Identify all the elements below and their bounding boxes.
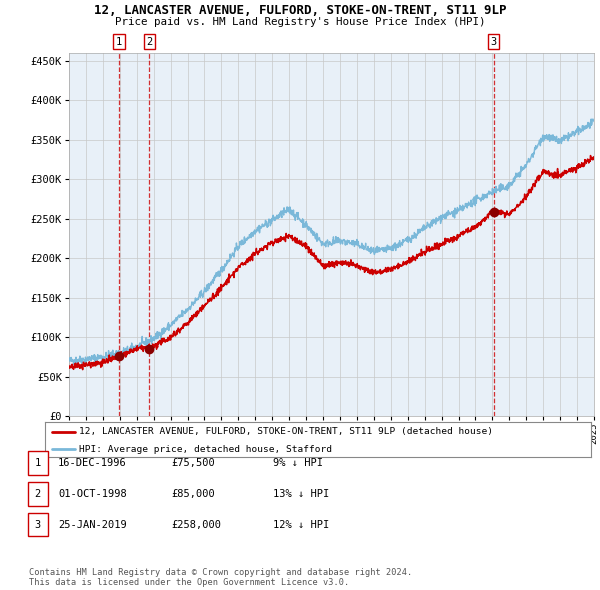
- Text: HPI: Average price, detached house, Stafford: HPI: Average price, detached house, Staf…: [79, 445, 332, 454]
- Text: 3: 3: [35, 520, 41, 529]
- Text: 25-JAN-2019: 25-JAN-2019: [58, 520, 127, 529]
- Text: 12% ↓ HPI: 12% ↓ HPI: [273, 520, 329, 529]
- Text: 12, LANCASTER AVENUE, FULFORD, STOKE-ON-TRENT, ST11 9LP (detached house): 12, LANCASTER AVENUE, FULFORD, STOKE-ON-…: [79, 427, 493, 436]
- Text: 1: 1: [35, 458, 41, 468]
- Text: £75,500: £75,500: [171, 458, 215, 468]
- Text: 1: 1: [116, 37, 122, 47]
- Text: 01-OCT-1998: 01-OCT-1998: [58, 489, 127, 499]
- Text: 16-DEC-1996: 16-DEC-1996: [58, 458, 127, 468]
- Text: 2: 2: [146, 37, 152, 47]
- Text: Price paid vs. HM Land Registry's House Price Index (HPI): Price paid vs. HM Land Registry's House …: [115, 17, 485, 27]
- Text: 2: 2: [35, 489, 41, 499]
- Text: £258,000: £258,000: [171, 520, 221, 529]
- Text: 3: 3: [490, 37, 497, 47]
- Text: £85,000: £85,000: [171, 489, 215, 499]
- Text: 13% ↓ HPI: 13% ↓ HPI: [273, 489, 329, 499]
- Text: Contains HM Land Registry data © Crown copyright and database right 2024.
This d: Contains HM Land Registry data © Crown c…: [29, 568, 412, 587]
- Text: 9% ↓ HPI: 9% ↓ HPI: [273, 458, 323, 468]
- Text: 12, LANCASTER AVENUE, FULFORD, STOKE-ON-TRENT, ST11 9LP: 12, LANCASTER AVENUE, FULFORD, STOKE-ON-…: [94, 4, 506, 17]
